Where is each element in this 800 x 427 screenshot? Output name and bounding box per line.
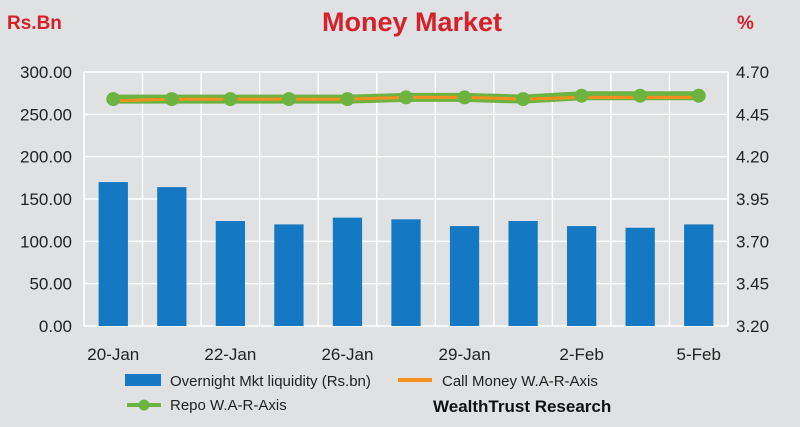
repo-point-2 xyxy=(223,92,238,107)
legend: Overnight Mkt liquidity (Rs.bn) Call Mon… xyxy=(125,373,598,414)
left-tick-label-3: 150.00 xyxy=(20,190,72,209)
x-tick-label-0: 20-Jan xyxy=(87,345,139,364)
gridlines xyxy=(83,71,729,327)
legend-label-liquidity: Overnight Mkt liquidity (Rs.bn) xyxy=(170,373,371,390)
left-tick-label-1: 50.00 xyxy=(29,275,72,294)
legend-label-call: Call Money W.A-R-Axis xyxy=(442,373,598,390)
x-axis-ticks: 20-Jan 22-Jan 26-Jan 29-Jan 2-Feb 5-Feb xyxy=(87,345,721,364)
bar-3 xyxy=(274,224,304,326)
right-tick-label-4: 4.20 xyxy=(736,148,769,167)
left-axis-ticks: 0.00 50.00 100.00 150.00 200.00 250.00 300.00 xyxy=(20,63,72,336)
right-tick-label-2: 3.70 xyxy=(736,232,769,251)
left-tick-label-4: 200.00 xyxy=(20,148,72,167)
x-tick-label-2: 26-Jan xyxy=(321,345,373,364)
right-tick-label-5: 4.45 xyxy=(736,105,769,124)
left-axis-unit-label: Rs.Bn xyxy=(7,13,62,34)
bar-8 xyxy=(567,226,597,326)
repo-point-5 xyxy=(399,90,413,105)
legend-swatch-repo-marker xyxy=(138,399,150,411)
bar-10 xyxy=(684,224,714,326)
x-tick-label-3: 29-Jan xyxy=(439,345,491,364)
repo-point-3 xyxy=(281,92,296,107)
repo-point-0 xyxy=(106,92,121,107)
x-tick-label-4: 2-Feb xyxy=(559,345,603,364)
bar-5 xyxy=(391,219,421,326)
repo-point-4 xyxy=(340,92,355,107)
repo-point-6 xyxy=(457,90,472,105)
x-tick-label-5: 5-Feb xyxy=(677,345,721,364)
repo-point-1 xyxy=(164,92,179,107)
bar-6 xyxy=(449,226,480,326)
right-tick-label-0: 3.20 xyxy=(736,317,769,336)
bar-9 xyxy=(625,227,655,326)
right-axis-ticks: 3.20 3.45 3.70 3.95 4.20 4.45 4.70 xyxy=(736,63,769,336)
left-tick-label-0: 0.00 xyxy=(39,317,72,336)
x-tick-label-1: 22-Jan xyxy=(204,345,256,364)
bar-0 xyxy=(98,182,128,326)
right-axis-unit-label: % xyxy=(737,13,754,34)
chart-title: Money Market xyxy=(322,7,502,37)
bar-4 xyxy=(332,217,363,326)
line-series xyxy=(106,88,706,107)
repo-point-10 xyxy=(691,88,706,103)
bar-series xyxy=(98,182,714,326)
right-tick-label-3: 3.95 xyxy=(736,190,769,209)
bar-1 xyxy=(157,187,187,326)
left-tick-label-2: 100.00 xyxy=(20,232,72,251)
right-tick-label-6: 4.70 xyxy=(736,63,769,82)
bar-7 xyxy=(508,221,538,326)
bar-2 xyxy=(215,221,245,326)
repo-point-9 xyxy=(633,88,648,103)
credit-label: WealthTrust Research xyxy=(433,397,611,416)
left-tick-label-6: 300.00 xyxy=(20,63,72,82)
repo-point-8 xyxy=(574,88,589,103)
legend-swatch-liquidity xyxy=(125,374,161,386)
repo-point-7 xyxy=(516,92,531,107)
right-tick-label-1: 3.45 xyxy=(736,275,769,294)
legend-label-repo: Repo W.A-R-Axis xyxy=(170,397,287,414)
left-tick-label-5: 250.00 xyxy=(20,105,72,124)
